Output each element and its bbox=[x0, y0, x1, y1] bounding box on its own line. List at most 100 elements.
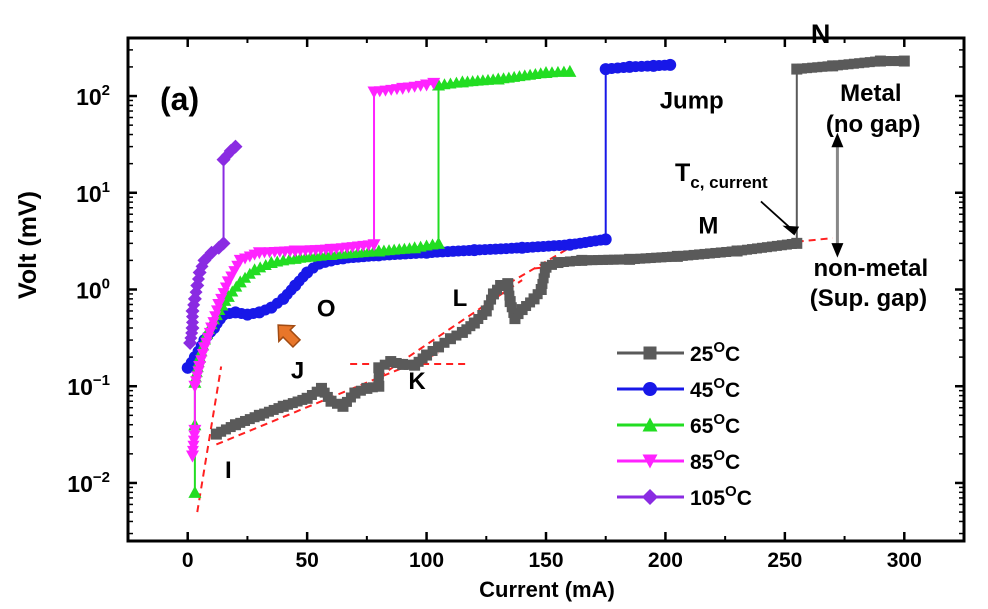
data-point-fill bbox=[683, 250, 694, 261]
data-point bbox=[827, 60, 839, 72]
data-point-fill bbox=[188, 430, 201, 442]
data-point bbox=[185, 450, 199, 463]
data-point-fill bbox=[721, 246, 732, 257]
panel-label: (a) bbox=[160, 81, 199, 117]
data-point bbox=[624, 253, 636, 265]
data-point-fill bbox=[373, 375, 384, 386]
annotation-jump: Jump bbox=[660, 88, 724, 115]
data-point-fill bbox=[355, 385, 366, 396]
annotation-I: I bbox=[225, 457, 232, 484]
data-point-fill bbox=[608, 254, 619, 265]
fit-line bbox=[196, 366, 223, 513]
data-point-fill bbox=[332, 398, 342, 409]
data-point bbox=[188, 380, 202, 393]
x-tick-label: 250 bbox=[767, 549, 802, 572]
annotation-nonmetal1: non-metal bbox=[814, 255, 929, 282]
data-point-fill bbox=[710, 247, 721, 258]
data-point-fill bbox=[539, 267, 550, 278]
data-point-fill bbox=[887, 56, 898, 67]
x-tick-label: 150 bbox=[528, 549, 563, 572]
data-point bbox=[205, 322, 219, 335]
data-point bbox=[671, 250, 683, 262]
data-point bbox=[325, 395, 337, 407]
x-axis-label: Current (mA) bbox=[479, 577, 615, 602]
data-point-fill bbox=[373, 368, 384, 379]
legend-label: 45OC bbox=[690, 375, 740, 402]
data-point bbox=[874, 55, 886, 67]
tc-arrow-line bbox=[760, 200, 793, 231]
data-point bbox=[599, 233, 612, 246]
series-line bbox=[186, 63, 671, 369]
y-axis-label: Volt (mV) bbox=[14, 191, 42, 299]
data-point-fill bbox=[688, 249, 699, 260]
series-105 bbox=[183, 139, 243, 350]
data-point-fill bbox=[427, 345, 438, 356]
data-point bbox=[361, 382, 373, 394]
data-point-fill bbox=[817, 61, 828, 72]
data-point-fill bbox=[848, 58, 859, 69]
data-point-fill bbox=[812, 62, 823, 73]
annotation-tc-current: Tc, current bbox=[675, 159, 768, 192]
data-point-fill bbox=[893, 56, 904, 67]
annotation-K: K bbox=[408, 368, 426, 395]
data-point-fill bbox=[508, 307, 519, 318]
data-point bbox=[228, 139, 243, 154]
data-point bbox=[540, 261, 552, 273]
data-point-fill bbox=[881, 56, 892, 67]
data-point-fill bbox=[854, 58, 865, 69]
data-point-fill bbox=[796, 63, 807, 74]
data-point-fill bbox=[613, 254, 624, 265]
y-tick-label: 100 bbox=[76, 276, 110, 304]
x-tick-label: 50 bbox=[295, 549, 318, 572]
data-point bbox=[188, 424, 202, 437]
data-point-fill bbox=[451, 330, 462, 341]
series-65 bbox=[188, 64, 577, 498]
data-point bbox=[193, 360, 207, 373]
data-point bbox=[444, 333, 456, 345]
annotation-L: L bbox=[453, 285, 468, 312]
data-point-fill bbox=[367, 382, 378, 393]
data-point-fill bbox=[635, 253, 646, 264]
data-point bbox=[373, 362, 385, 374]
data-point bbox=[433, 341, 445, 353]
axes-layer: 0 50 100 150 200 250 300 10−2 10−1 100 101 102 bbox=[67, 38, 964, 572]
data-point bbox=[791, 237, 803, 249]
data-point-fill bbox=[645, 253, 656, 264]
data-point bbox=[495, 279, 507, 291]
y-tick-label: 10−2 bbox=[67, 469, 110, 497]
data-point-fill bbox=[506, 302, 517, 313]
double-arrow-head-down bbox=[831, 243, 844, 258]
data-point-fill bbox=[651, 252, 662, 263]
data-point bbox=[216, 236, 231, 251]
data-point bbox=[397, 358, 409, 370]
annotation-M: M bbox=[698, 212, 718, 239]
legend-label: 105OC bbox=[690, 483, 752, 510]
data-point bbox=[504, 296, 516, 308]
data-point-fill bbox=[677, 250, 688, 261]
data-point-fill bbox=[195, 355, 208, 367]
data-point-fill bbox=[570, 255, 581, 266]
data-point-fill bbox=[403, 359, 414, 370]
data-point-fill bbox=[483, 300, 494, 311]
data-point-fill bbox=[537, 278, 548, 289]
data-point-fill bbox=[629, 254, 640, 265]
data-point bbox=[373, 380, 385, 392]
data-point-fill bbox=[807, 62, 818, 73]
data-point-fill bbox=[186, 445, 199, 457]
legend-marker bbox=[642, 489, 658, 505]
data-point-fill bbox=[391, 357, 402, 368]
data-point-fill bbox=[656, 252, 667, 263]
data-point bbox=[367, 239, 381, 252]
annotation-N: N bbox=[811, 19, 831, 49]
data-series-layer bbox=[181, 55, 910, 498]
data-point-fill bbox=[503, 284, 514, 295]
series-45 bbox=[181, 58, 677, 374]
data-point-fill bbox=[592, 255, 603, 266]
data-point-fill bbox=[196, 348, 209, 360]
data-point-fill bbox=[582, 255, 593, 266]
annotation-metal2: (no gap) bbox=[826, 111, 921, 138]
data-point bbox=[421, 349, 433, 361]
legend-marker bbox=[643, 382, 657, 396]
data-point bbox=[502, 278, 514, 290]
tc-arrow-head bbox=[782, 225, 800, 236]
